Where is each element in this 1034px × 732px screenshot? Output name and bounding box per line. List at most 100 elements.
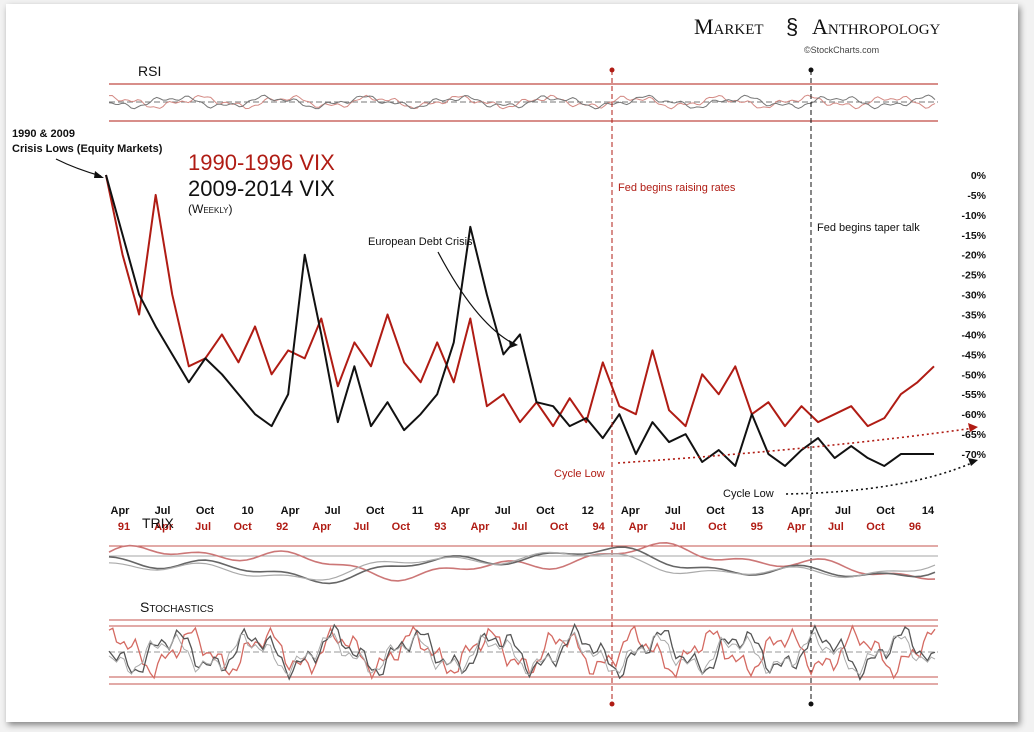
- trix-signal-line: [108, 551, 936, 581]
- dna-logo-icon: §: [786, 14, 798, 39]
- fed-taper-marker-top: [808, 67, 814, 73]
- x-tick-label: Oct: [876, 505, 895, 517]
- y-tick-label: -65%: [961, 429, 986, 441]
- cycle-low-red-label: Cycle Low: [554, 468, 605, 480]
- rsi-line-red: [108, 94, 936, 110]
- x-tick-label: 13: [752, 505, 764, 517]
- black-cycle-arrowhead: [968, 458, 978, 466]
- x-axis-2009-2014: Apr Jul Oct 10 Apr Jul Oct 11 Apr Jul Oct 12 Apr Jul O…: [111, 505, 935, 517]
- x-tick-label: Jul: [512, 521, 528, 533]
- fed-rates-marker-bottom: [609, 701, 615, 707]
- x-tick-label: 95: [751, 521, 763, 533]
- x-tick-label: 91: [118, 521, 130, 533]
- x-tick-label: Jul: [155, 505, 171, 517]
- x-tick-label: Oct: [196, 505, 215, 517]
- y-tick-label: -5%: [967, 190, 986, 202]
- rsi-line-black: [108, 94, 936, 110]
- source-credit: ©StockCharts.com: [804, 45, 879, 55]
- y-tick-label: -70%: [961, 449, 986, 461]
- y-axis: 0% -5% -10% -15% -20% -25% -30% -35% -40% -45% -50…: [961, 170, 986, 461]
- x-tick-label: 94: [592, 521, 605, 533]
- stoch-lines: [108, 622, 936, 682]
- x-tick-label: 12: [582, 505, 594, 517]
- crisis-lows-line1: 1990 & 2009: [12, 128, 75, 140]
- x-tick-label: Apr: [154, 521, 174, 533]
- stochastics-label: Stochastics: [140, 599, 214, 615]
- brand-word1: Market: [694, 14, 764, 39]
- x-tick-label: Apr: [281, 505, 301, 517]
- y-tick-label: -10%: [961, 210, 986, 222]
- rsi-label: RSI: [138, 63, 161, 79]
- red-cycle-trendline: [617, 427, 975, 464]
- fed-taper-label: Fed begins taper talk: [817, 222, 920, 234]
- y-tick-label: -40%: [961, 329, 986, 341]
- x-tick-label: Jul: [665, 505, 681, 517]
- series-line-1990-1996: [105, 174, 935, 428]
- x-tick-label: 14: [922, 505, 935, 517]
- y-tick-label: -20%: [961, 250, 986, 262]
- fed-taper-marker-bottom: [808, 701, 814, 707]
- x-tick-label: Apr: [451, 505, 471, 517]
- stoch-signal-line: [108, 631, 936, 677]
- main-series: [105, 174, 935, 467]
- x-tick-label: Apr: [787, 521, 807, 533]
- x-tick-label: 93: [434, 521, 446, 533]
- crisis-lows-line2: Crisis Lows (Equity Markets): [12, 143, 163, 155]
- x-tick-label: Apr: [629, 521, 649, 533]
- x-tick-label: 96: [909, 521, 921, 533]
- vix-comparison-chart: Market § Anthropology ©StockCharts.com R…: [12, 14, 987, 707]
- y-tick-label: -50%: [961, 369, 986, 381]
- y-tick-label: -60%: [961, 409, 986, 421]
- chart-card: Market § Anthropology ©StockCharts.com R…: [6, 4, 1018, 722]
- x-tick-label: Jul: [828, 521, 844, 533]
- legend-frequency: (Weekly): [188, 202, 233, 216]
- y-tick-label: -25%: [961, 270, 986, 282]
- y-tick-label: -45%: [961, 349, 986, 361]
- fed-rates-marker-top: [609, 67, 615, 73]
- x-tick-label: Oct: [866, 521, 885, 533]
- brand-word2: Anthropology: [812, 14, 941, 39]
- debt-crisis-label: European Debt Crisis: [368, 236, 473, 248]
- trix-lines: [108, 541, 936, 585]
- x-tick-label: Jul: [353, 521, 369, 533]
- x-tick-label: Oct: [392, 521, 411, 533]
- cycle-low-black-label: Cycle Low: [723, 488, 774, 500]
- x-tick-label: Oct: [708, 521, 727, 533]
- series-line-2009-2014: [105, 174, 934, 467]
- x-tick-label: Oct: [536, 505, 555, 517]
- x-tick-label: Oct: [233, 521, 252, 533]
- x-axis-1990-1996: 91 Apr Jul Oct 92 Apr Jul Oct 93 Apr Jul Oct 94 Apr Ju…: [118, 521, 921, 533]
- legend-black-series: 2009-2014 VIX: [188, 176, 335, 201]
- trix-label: TRIX: [142, 515, 175, 531]
- y-tick-label: -30%: [961, 290, 986, 302]
- crisis-lows-arrow: [55, 158, 102, 177]
- y-tick-label: -35%: [961, 310, 986, 322]
- rsi-lines: [108, 94, 936, 110]
- fed-rates-label: Fed begins raising rates: [618, 182, 736, 194]
- x-tick-label: Apr: [312, 521, 332, 533]
- x-tick-label: Oct: [366, 505, 385, 517]
- x-tick-label: Jul: [670, 521, 686, 533]
- x-tick-label: Apr: [111, 505, 131, 517]
- y-tick-label: 0%: [971, 170, 987, 182]
- x-tick-label: Jul: [835, 505, 851, 517]
- crisis-lows-arrowhead: [94, 171, 104, 178]
- x-tick-label: Jul: [495, 505, 511, 517]
- x-tick-label: Apr: [791, 505, 811, 517]
- y-tick-label: -15%: [961, 230, 986, 242]
- debt-crisis-arrow: [437, 251, 515, 345]
- y-tick-label: -55%: [961, 389, 986, 401]
- x-tick-label: Jul: [195, 521, 211, 533]
- trix-line-red: [108, 541, 936, 582]
- debt-crisis-arrowhead: [509, 340, 518, 348]
- legend-red-series: 1990-1996 VIX: [188, 150, 335, 175]
- x-tick-label: Oct: [706, 505, 725, 517]
- x-tick-label: 10: [241, 505, 253, 517]
- red-cycle-arrowhead: [968, 423, 978, 432]
- x-tick-label: Apr: [470, 521, 490, 533]
- black-cycle-trendline: [785, 461, 975, 495]
- x-tick-label: 11: [412, 505, 424, 517]
- trix-line-black: [108, 546, 936, 585]
- x-tick-label: 92: [276, 521, 288, 533]
- stoch-line-black: [108, 622, 936, 682]
